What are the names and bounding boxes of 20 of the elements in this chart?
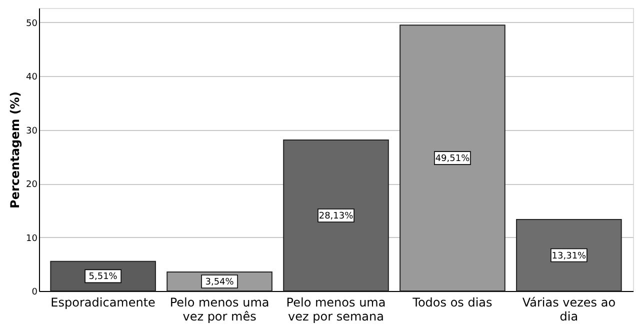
y-tick-label: 10 bbox=[26, 234, 38, 244]
x-tick-label: Várias vezes ao dia bbox=[522, 296, 616, 324]
x-tick-label: Pelo menos uma vez por semana bbox=[286, 296, 386, 324]
bar bbox=[283, 139, 389, 292]
data-label: 3,54% bbox=[205, 277, 234, 288]
x-tick-label: Esporadicamente bbox=[50, 296, 156, 310]
x-tick-label: Pelo menos uma vez por mês bbox=[170, 296, 270, 324]
data-label: 13,31% bbox=[552, 251, 587, 262]
bar bbox=[400, 24, 506, 292]
data-label: 49,51% bbox=[435, 154, 470, 164]
data-label: 28,13% bbox=[318, 211, 354, 222]
y-axis-title: Percentagem (%) bbox=[8, 92, 22, 208]
x-tick-label: Todos os dias bbox=[412, 296, 492, 310]
y-tick-label: 20 bbox=[26, 180, 38, 190]
y-tick-label: 30 bbox=[26, 126, 38, 136]
y-tick-label: 0 bbox=[32, 288, 38, 298]
y-tick-label: 40 bbox=[26, 72, 38, 83]
bar bbox=[516, 219, 622, 292]
data-label: 5,51% bbox=[88, 272, 118, 282]
y-tick-label: 50 bbox=[26, 19, 38, 29]
